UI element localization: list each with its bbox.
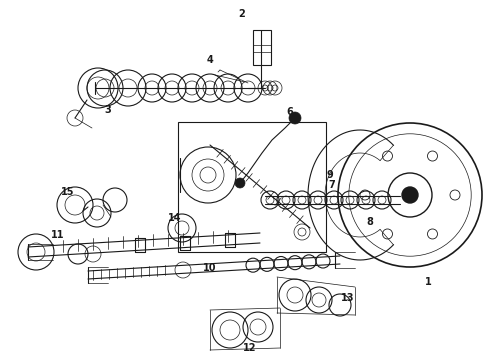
- Text: 3: 3: [105, 105, 111, 115]
- Text: 8: 8: [367, 217, 373, 227]
- Text: 1: 1: [425, 277, 431, 287]
- Text: 12: 12: [243, 343, 257, 353]
- Text: 7: 7: [329, 180, 335, 190]
- Text: 14: 14: [168, 213, 182, 223]
- Text: 10: 10: [203, 263, 217, 273]
- Text: 15: 15: [61, 187, 75, 197]
- Text: 4: 4: [207, 55, 213, 65]
- Circle shape: [289, 112, 301, 124]
- Text: 2: 2: [239, 9, 245, 19]
- Text: 6: 6: [287, 107, 294, 117]
- Bar: [253, 30, 271, 65]
- Text: 9: 9: [327, 170, 333, 180]
- Text: 13: 13: [341, 293, 355, 303]
- Circle shape: [402, 187, 418, 203]
- Circle shape: [235, 178, 245, 188]
- Bar: [178, 122, 326, 252]
- Text: 11: 11: [51, 230, 65, 240]
